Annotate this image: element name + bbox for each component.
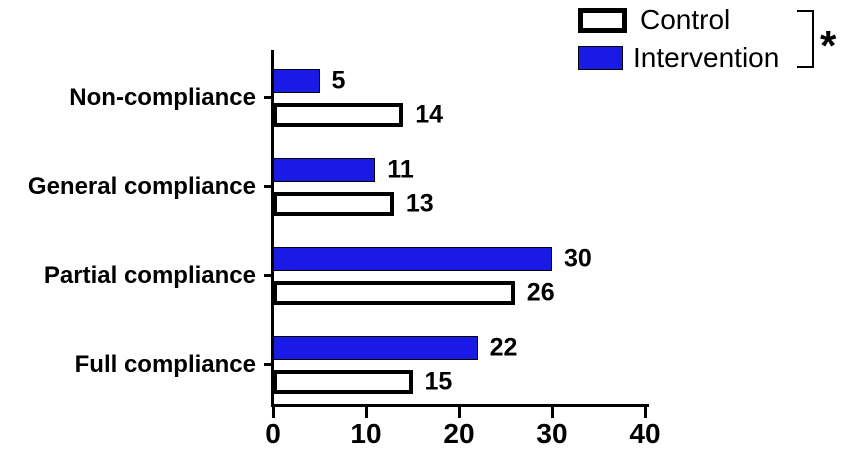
bar-control-partial-compliance — [273, 280, 515, 305]
x-tick-label: 30 — [536, 418, 568, 449]
significance-asterisk: * — [820, 22, 837, 69]
legend-label-control: Control — [640, 4, 731, 35]
bar-value-label: 15 — [424, 367, 453, 395]
y-axis-line — [271, 50, 274, 407]
x-axis-tick — [457, 407, 461, 418]
bar-intervention-non-compliance — [273, 68, 320, 93]
bar-value-label: 30 — [564, 244, 592, 272]
bar-intervention-full-compliance — [273, 335, 478, 360]
category-label-general-compliance: General compliance — [27, 172, 256, 200]
legend-swatch-intervention — [578, 46, 623, 70]
x-axis-line — [271, 404, 649, 407]
bar-value-label: 5 — [331, 66, 346, 94]
bar-value-label: 26 — [526, 278, 555, 306]
category-label-full-compliance: Full compliance — [74, 350, 256, 378]
bar-value-label: 14 — [415, 100, 443, 128]
x-axis-tick — [643, 407, 647, 418]
legend-label-intervention: Intervention — [633, 42, 780, 73]
significance-bracket — [797, 10, 814, 68]
bar-value-label: 13 — [405, 189, 434, 217]
x-axis-tick — [364, 407, 368, 418]
x-axis-tick — [271, 407, 275, 418]
y-axis-tick — [264, 185, 273, 188]
x-tick-label: 40 — [629, 418, 661, 449]
x-tick-label: 0 — [265, 418, 281, 449]
bar-control-general-compliance — [273, 191, 394, 216]
category-label-non-compliance: Non-compliance — [69, 83, 256, 111]
bar-value-label: 22 — [489, 333, 518, 361]
y-axis-tick — [264, 274, 273, 277]
category-label-partial-compliance: Partial compliance — [43, 261, 256, 289]
y-axis-tick — [264, 96, 273, 99]
bar-intervention-general-compliance — [273, 157, 376, 182]
x-tick-label: 10 — [350, 418, 382, 449]
y-axis-tick — [264, 363, 273, 366]
bar-value-label: 11 — [387, 155, 414, 183]
legend-swatch-control — [578, 8, 627, 33]
bar-control-full-compliance — [273, 369, 413, 394]
bar-intervention-partial-compliance — [273, 246, 552, 271]
bar-control-non-compliance — [273, 102, 404, 127]
x-axis-tick — [550, 407, 554, 418]
x-tick-label: 20 — [443, 418, 475, 449]
